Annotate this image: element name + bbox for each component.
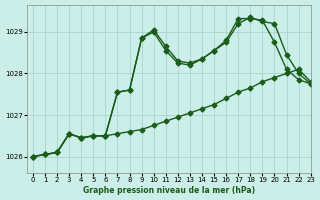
X-axis label: Graphe pression niveau de la mer (hPa): Graphe pression niveau de la mer (hPa)	[83, 186, 255, 195]
